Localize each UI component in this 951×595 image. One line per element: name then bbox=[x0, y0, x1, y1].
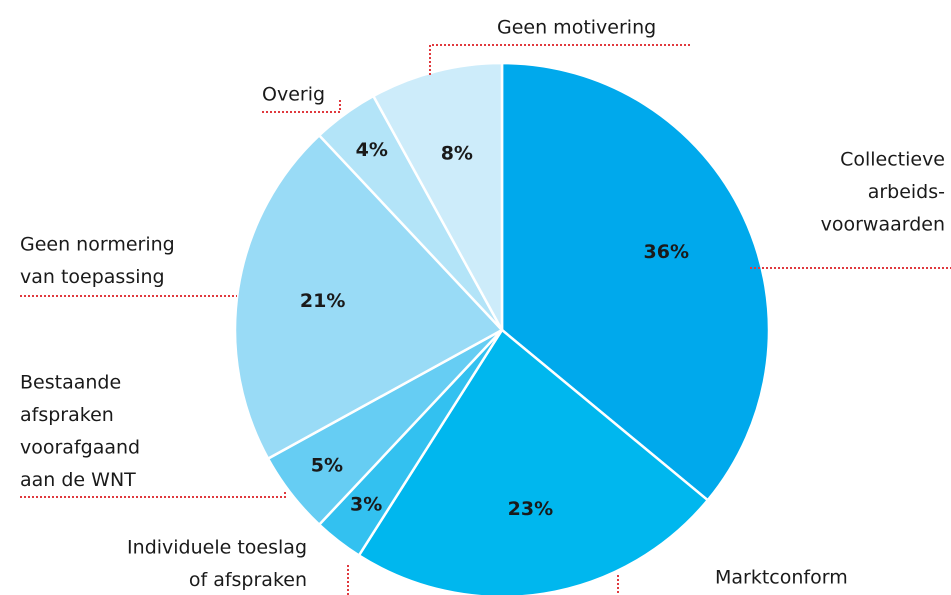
category-label: Marktconform bbox=[715, 567, 848, 589]
category-label: Geen normering bbox=[20, 234, 175, 256]
value-label: 8% bbox=[441, 143, 473, 165]
category-label: Collectieve bbox=[840, 149, 945, 171]
leader-line bbox=[262, 98, 341, 113]
category-label: afspraken bbox=[20, 404, 114, 426]
leader-line bbox=[20, 490, 286, 498]
category-label: arbeids- bbox=[868, 181, 945, 203]
pie-slice bbox=[233, 133, 505, 461]
value-label: 23% bbox=[508, 498, 553, 520]
category-label: aan de WNT bbox=[20, 469, 136, 491]
category-label: Overig bbox=[262, 84, 325, 106]
category-label: of afspraken bbox=[189, 569, 307, 591]
pie-slice bbox=[357, 328, 710, 595]
value-label: 3% bbox=[350, 494, 382, 516]
value-label: 36% bbox=[644, 241, 689, 263]
value-label: 4% bbox=[356, 139, 388, 161]
leader-line bbox=[429, 44, 690, 75]
category-label: voorwaarden bbox=[821, 214, 945, 236]
pie-slice bbox=[500, 61, 771, 502]
category-label: voorafgaand bbox=[20, 437, 140, 459]
category-label: Geen motivering bbox=[497, 17, 656, 39]
pie-slice bbox=[371, 61, 504, 331]
category-label: Individuele toeslag bbox=[127, 537, 307, 559]
category-label: van toepassing bbox=[20, 266, 165, 288]
value-label: 21% bbox=[300, 290, 345, 312]
category-label: Bestaande bbox=[20, 372, 121, 394]
value-label: 5% bbox=[311, 454, 343, 476]
